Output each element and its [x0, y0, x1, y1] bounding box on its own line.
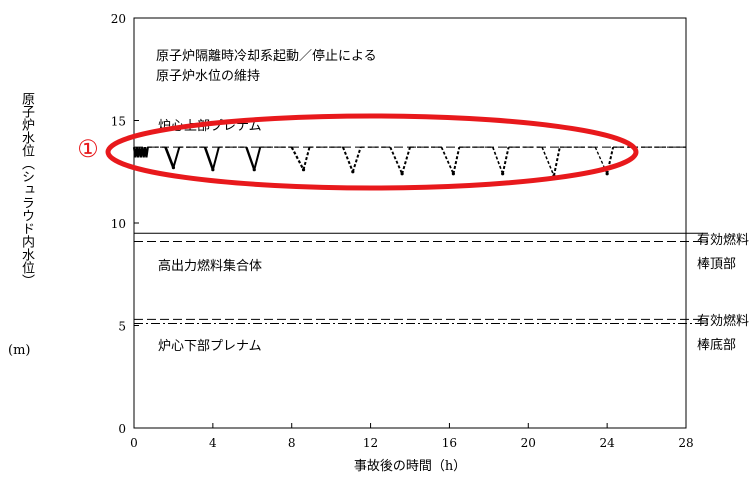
series-min-point [605, 172, 609, 176]
annotation-fuel-bottom-1: 有効燃料 [697, 313, 749, 329]
series-recovery [211, 146, 220, 170]
series-drop [389, 146, 403, 175]
annotation-fuel-top-2: 棒頂部 [697, 257, 736, 272]
highlight-marker: ① [77, 135, 99, 163]
series-water-level [132, 146, 686, 178]
series-drop [203, 146, 215, 171]
series-min-point [400, 172, 404, 176]
y-tick-label: 5 [118, 320, 126, 334]
series-drop [440, 146, 455, 175]
highlight-ellipse [105, 113, 639, 191]
y-tick-label: 0 [118, 422, 126, 436]
x-tick-label: 28 [678, 436, 693, 450]
series-min-point [451, 172, 455, 176]
x-tick-label: 12 [363, 436, 378, 450]
x-tick-label: 0 [130, 436, 138, 450]
series-drop [541, 146, 555, 177]
series-recovery [253, 146, 262, 170]
series-recovery [351, 146, 362, 173]
highlight: ① [77, 113, 639, 191]
series-drop [245, 146, 256, 171]
series-drop [164, 146, 175, 169]
x-tick-label: 16 [442, 436, 457, 450]
x-tick-label: 4 [209, 436, 217, 450]
annotations: 原子炉隔離時冷却系起動／停止による原子炉水位の維持炉心上部プレナム高出力燃料集合… [156, 48, 749, 354]
y-axis-label: 原子炉水位（シュラウド内水位） [19, 92, 34, 287]
y-axis-unit: (m) [8, 343, 31, 358]
series-min-point [171, 166, 176, 170]
x-tick-label: 24 [600, 436, 616, 450]
series-min-point [301, 168, 306, 172]
x-tick-label: 20 [521, 436, 536, 450]
series-recovery [552, 146, 561, 177]
series-recovery [606, 146, 615, 175]
series-min-point [351, 170, 355, 174]
x-axis-label: 事故後の時間（h） [354, 459, 466, 474]
series-drop [342, 146, 354, 173]
series-drop [492, 146, 504, 175]
annotation-fuel-top-1: 有効燃料 [697, 232, 749, 248]
annotation-high-power-fuel: 高出力燃料集合体 [158, 258, 262, 274]
y-tick-label: 15 [111, 115, 126, 129]
axes: 0 4 8 12 16 20 24 28 0 5 10 15 20 事故後の時間（h） [111, 12, 694, 474]
annotation-lower-plenum: 炉心下部プレナム [158, 339, 262, 354]
y-tick-label: 10 [111, 217, 126, 231]
series-drop [290, 146, 305, 171]
series-recovery [452, 146, 461, 175]
y-tick-label: 20 [111, 12, 126, 26]
x-tick-label: 8 [288, 436, 296, 450]
series-min-point [252, 168, 256, 172]
series-recovery [401, 146, 411, 175]
series-initial-oscillation [132, 147, 149, 158]
annotation-top-note-2: 原子炉水位の維持 [156, 69, 260, 84]
reference-lines [134, 146, 708, 324]
annotation-fuel-bottom-2: 棒底部 [697, 337, 736, 353]
series-recovery [302, 146, 311, 170]
series-recovery [172, 146, 181, 168]
series-min-point [501, 172, 505, 176]
series-recovery [501, 146, 510, 175]
series-min-point [211, 168, 215, 172]
annotation-top-note-1: 原子炉隔離時冷却系起動／停止による [156, 48, 377, 64]
